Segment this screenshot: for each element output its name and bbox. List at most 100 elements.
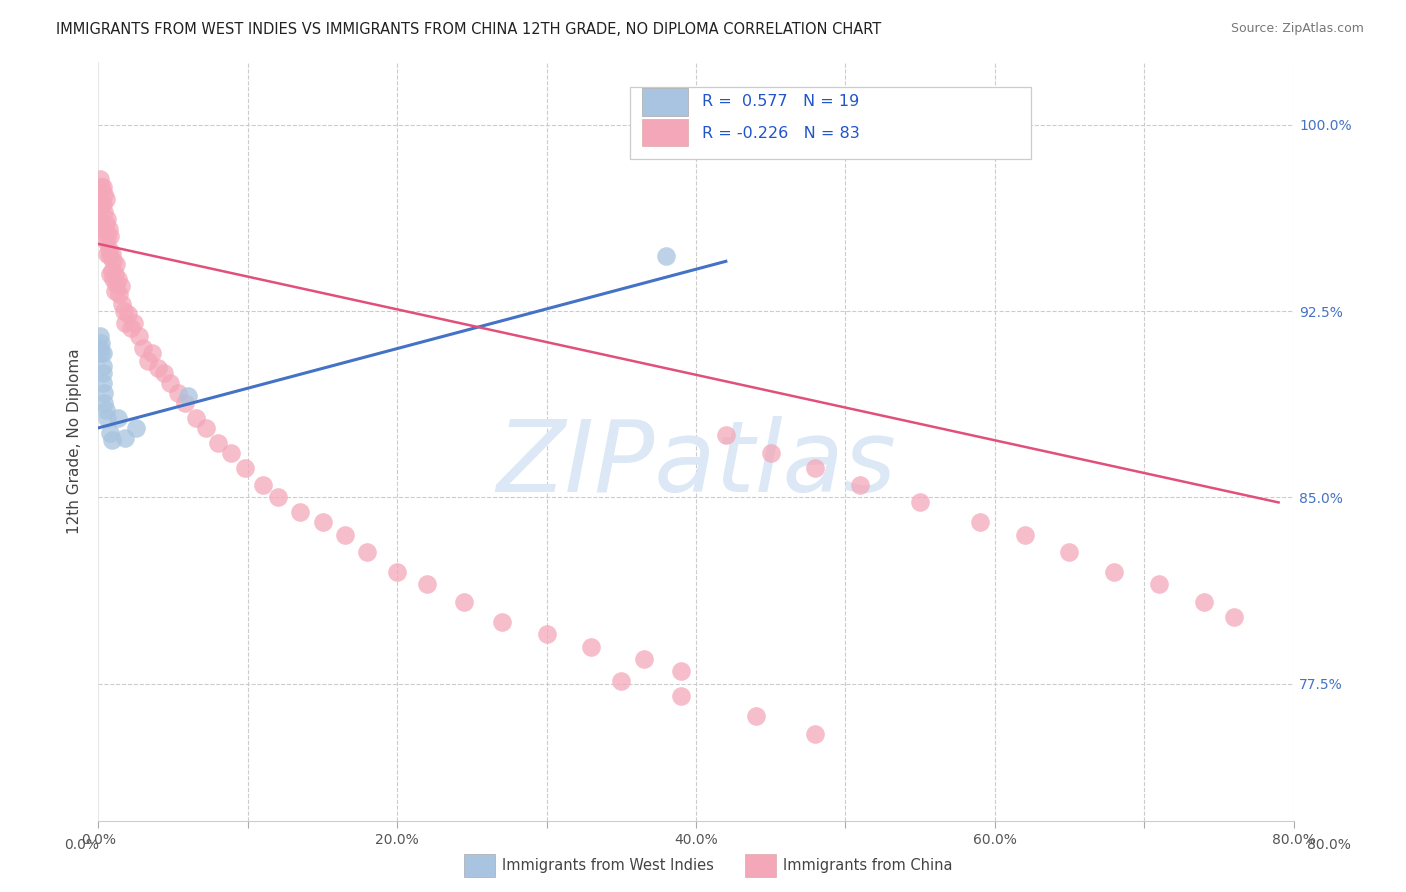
Point <box>91 346 114 360</box>
Point <box>98 249 122 263</box>
Point <box>91 359 114 373</box>
Point <box>581 640 603 654</box>
Point <box>177 388 200 402</box>
Point <box>804 726 827 740</box>
Point <box>166 386 188 401</box>
Point <box>120 321 142 335</box>
Point <box>655 249 678 263</box>
Point <box>105 277 128 291</box>
Point <box>669 690 692 704</box>
Text: ZIPatlas: ZIPatlas <box>496 416 896 513</box>
Point <box>148 361 170 376</box>
Point <box>267 491 290 505</box>
Point <box>89 172 111 186</box>
Point <box>96 411 118 425</box>
Point <box>714 428 737 442</box>
Point <box>453 595 475 609</box>
Point <box>136 353 159 368</box>
Point <box>94 192 117 206</box>
Point <box>89 341 111 355</box>
Point <box>141 346 163 360</box>
Point <box>90 200 112 214</box>
Point <box>93 386 115 401</box>
Text: 80.0%: 80.0% <box>1306 838 1351 852</box>
Point <box>633 652 655 666</box>
Point <box>804 460 827 475</box>
Point <box>101 264 124 278</box>
Point <box>132 341 155 355</box>
Point <box>105 257 128 271</box>
Point <box>1192 595 1215 609</box>
Bar <box>643 88 688 116</box>
Point <box>536 627 558 641</box>
Point <box>90 217 112 231</box>
Point <box>1223 609 1246 624</box>
Point <box>117 306 139 320</box>
Point <box>103 254 125 268</box>
Bar <box>643 119 688 145</box>
Point <box>93 222 115 236</box>
Point <box>1104 565 1126 579</box>
Point <box>174 396 197 410</box>
Point <box>93 204 115 219</box>
Point <box>98 267 122 281</box>
Point <box>110 279 132 293</box>
Point <box>89 192 111 206</box>
Point <box>89 329 111 343</box>
Point <box>125 421 148 435</box>
Point <box>184 411 207 425</box>
Point <box>153 366 176 380</box>
Point <box>94 217 117 231</box>
Point <box>311 516 333 530</box>
Point <box>195 421 218 435</box>
Point <box>98 425 122 440</box>
Text: R = -0.226   N = 83: R = -0.226 N = 83 <box>702 126 859 141</box>
Point <box>908 495 931 509</box>
Point <box>90 336 112 351</box>
Point <box>288 505 311 519</box>
Text: R =  0.577   N = 19: R = 0.577 N = 19 <box>702 95 859 110</box>
Point <box>849 478 872 492</box>
Point <box>101 434 124 448</box>
Point <box>1147 577 1170 591</box>
Point <box>91 366 114 380</box>
Point <box>969 516 991 530</box>
Point <box>111 296 134 310</box>
Point <box>159 376 181 391</box>
Text: Immigrants from West Indies: Immigrants from West Indies <box>502 858 714 872</box>
Point <box>104 267 127 281</box>
Point <box>97 222 120 236</box>
Point <box>101 247 124 261</box>
Text: 0.0%: 0.0% <box>65 838 98 852</box>
Point <box>96 229 118 244</box>
Point <box>91 197 114 211</box>
Point <box>1059 545 1081 559</box>
Point <box>107 271 129 285</box>
Point <box>114 431 136 445</box>
Point <box>333 528 356 542</box>
Point <box>416 577 439 591</box>
Point <box>90 179 112 194</box>
Point <box>91 179 114 194</box>
Point <box>94 235 117 249</box>
Point <box>207 435 229 450</box>
Point <box>114 317 136 331</box>
Point <box>91 222 114 236</box>
Point <box>745 709 768 723</box>
Point <box>610 674 633 689</box>
Point <box>104 284 127 298</box>
Point <box>356 545 378 559</box>
Point <box>93 187 115 202</box>
Point <box>98 229 122 244</box>
Point <box>103 271 125 285</box>
Y-axis label: 12th Grade, No Diploma: 12th Grade, No Diploma <box>67 349 83 534</box>
Point <box>96 212 118 227</box>
Text: Source: ZipAtlas.com: Source: ZipAtlas.com <box>1230 22 1364 36</box>
Point <box>385 565 409 579</box>
Text: IMMIGRANTS FROM WEST INDIES VS IMMIGRANTS FROM CHINA 12TH GRADE, NO DIPLOMA CORR: IMMIGRANTS FROM WEST INDIES VS IMMIGRANT… <box>56 22 882 37</box>
Point <box>233 460 256 475</box>
Point <box>221 446 243 460</box>
Text: Immigrants from China: Immigrants from China <box>783 858 953 872</box>
Point <box>252 478 274 492</box>
Point <box>93 396 115 410</box>
